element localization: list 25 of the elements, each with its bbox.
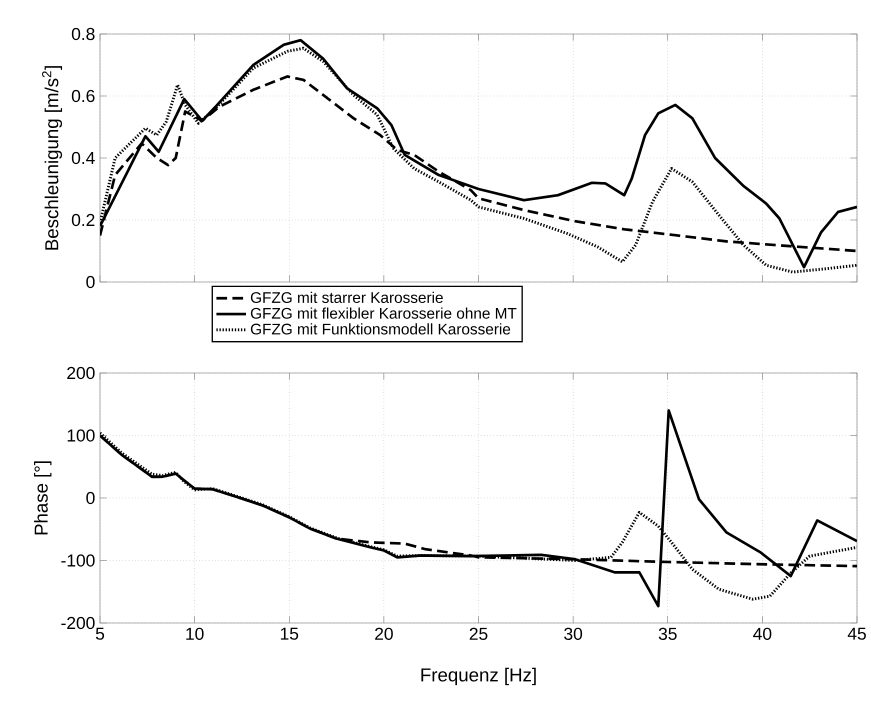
y-tick-label: 100	[68, 429, 95, 442]
y-axis-title: Phase [°]	[34, 461, 52, 534]
x-tick-label: 30	[564, 628, 582, 640]
x-tick-label: 15	[280, 628, 298, 640]
x-tick-label: 45	[848, 628, 866, 640]
y-tick-label: -200	[61, 616, 95, 630]
legend-label: GFZG mit Funktionsmodell Karosserie	[250, 323, 510, 335]
y-tick-label: 0.6	[72, 90, 95, 102]
y-tick-label: 200	[67, 366, 95, 380]
y-tick-label: -100	[61, 554, 95, 567]
y-tick-label: 0	[86, 276, 95, 288]
x-axis-title: Frequenz [Hz]	[421, 668, 536, 686]
legend-label: GFZG mit starrer Karosserie	[250, 292, 443, 303]
x-tick-label: 10	[186, 628, 204, 640]
y-tick-label: 0.8	[72, 28, 95, 40]
y-tick-label: 0.4	[72, 152, 95, 164]
x-tick-label: 35	[658, 628, 677, 640]
y-tick-label: 0	[86, 492, 95, 504]
legend-label: GFZG mit flexibler Karosserie ohne MT	[250, 307, 516, 319]
x-tick-label: 40	[753, 628, 772, 640]
y-tick-label: 0.2	[72, 214, 94, 226]
y-axis-title: Beschleunigung [m/s$^{2}$]	[42, 66, 62, 250]
x-tick-label: 25	[470, 628, 488, 640]
x-tick-label: 5	[96, 628, 104, 640]
x-tick-label: 20	[375, 628, 393, 640]
